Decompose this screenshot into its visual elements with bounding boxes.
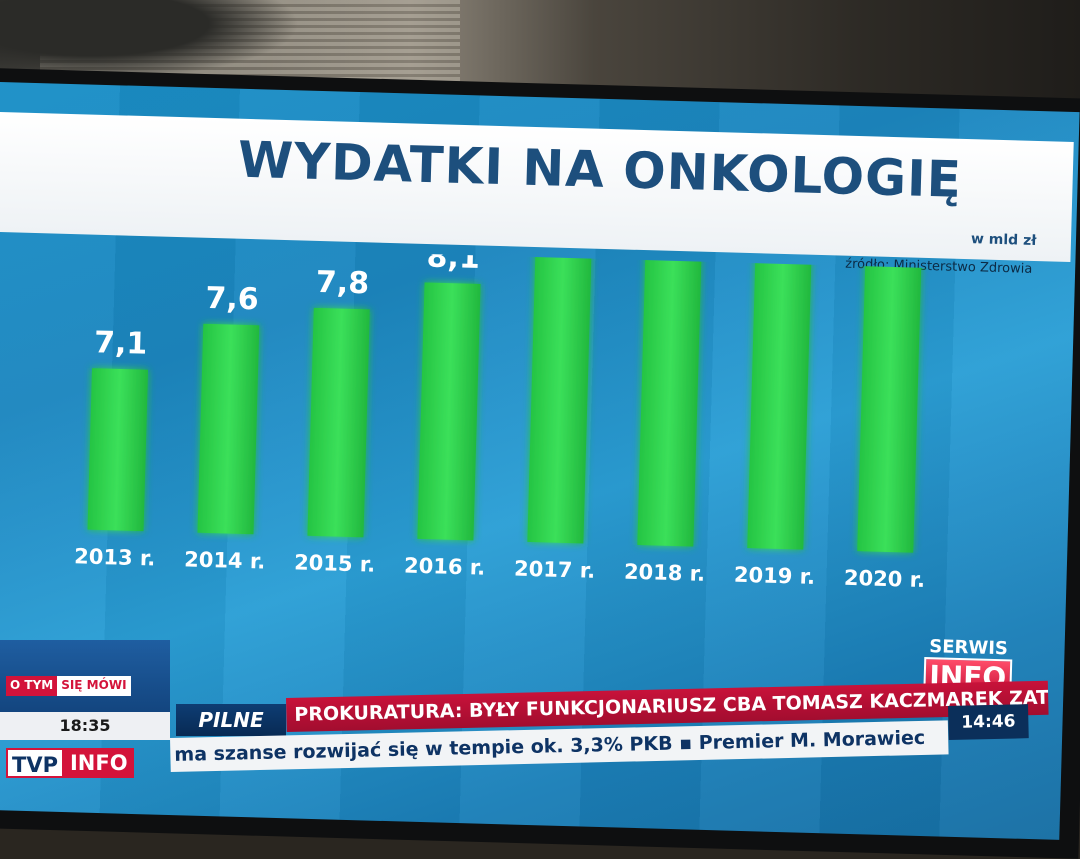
category-label: 2017 r. xyxy=(514,557,596,583)
tvp-info-logo: TVP INFO xyxy=(6,748,134,778)
logo-line1: SERWIS xyxy=(928,636,1009,660)
bar-6 xyxy=(637,241,705,547)
bar-value-label: 7,8 xyxy=(315,265,369,301)
bar-1 xyxy=(87,368,149,532)
category-label: 2014 r. xyxy=(184,547,266,573)
category-label: 2020 r. xyxy=(844,566,926,592)
category-label: 2018 r. xyxy=(624,560,706,586)
unit-label: w mld zł xyxy=(970,231,1037,249)
bar-7 xyxy=(747,241,817,550)
pilne-label: PILNE xyxy=(176,704,286,736)
bar-value-label: 7,1 xyxy=(94,325,148,361)
plant-silhouette xyxy=(0,0,300,80)
bar-2 xyxy=(197,323,260,535)
channel-logo-a: TVP xyxy=(6,748,64,778)
tv-screen: WYDATKI NA ONKOLOGIĘ w mld zł źródło: Mi… xyxy=(0,82,1080,840)
channel-logo-b: INFO xyxy=(63,748,134,778)
bar-8 xyxy=(857,241,929,553)
bar-4 xyxy=(417,282,481,541)
clock: 14:46 xyxy=(948,704,1029,740)
category-label: 2016 r. xyxy=(404,553,486,579)
program-badge-b: SIĘ MÓWI xyxy=(57,676,131,696)
program-badge-a: O TYM xyxy=(6,676,58,696)
program-time: 18:35 xyxy=(0,712,170,740)
bar-5 xyxy=(527,241,593,544)
category-label: 2019 r. xyxy=(734,563,816,589)
bar-value-label: 7,6 xyxy=(205,281,259,317)
category-label: 2015 r. xyxy=(294,550,376,576)
program-badge: O TYM SIĘ MÓWI xyxy=(6,676,131,696)
category-label: 2013 r. xyxy=(74,544,156,570)
bar-3 xyxy=(307,307,370,538)
